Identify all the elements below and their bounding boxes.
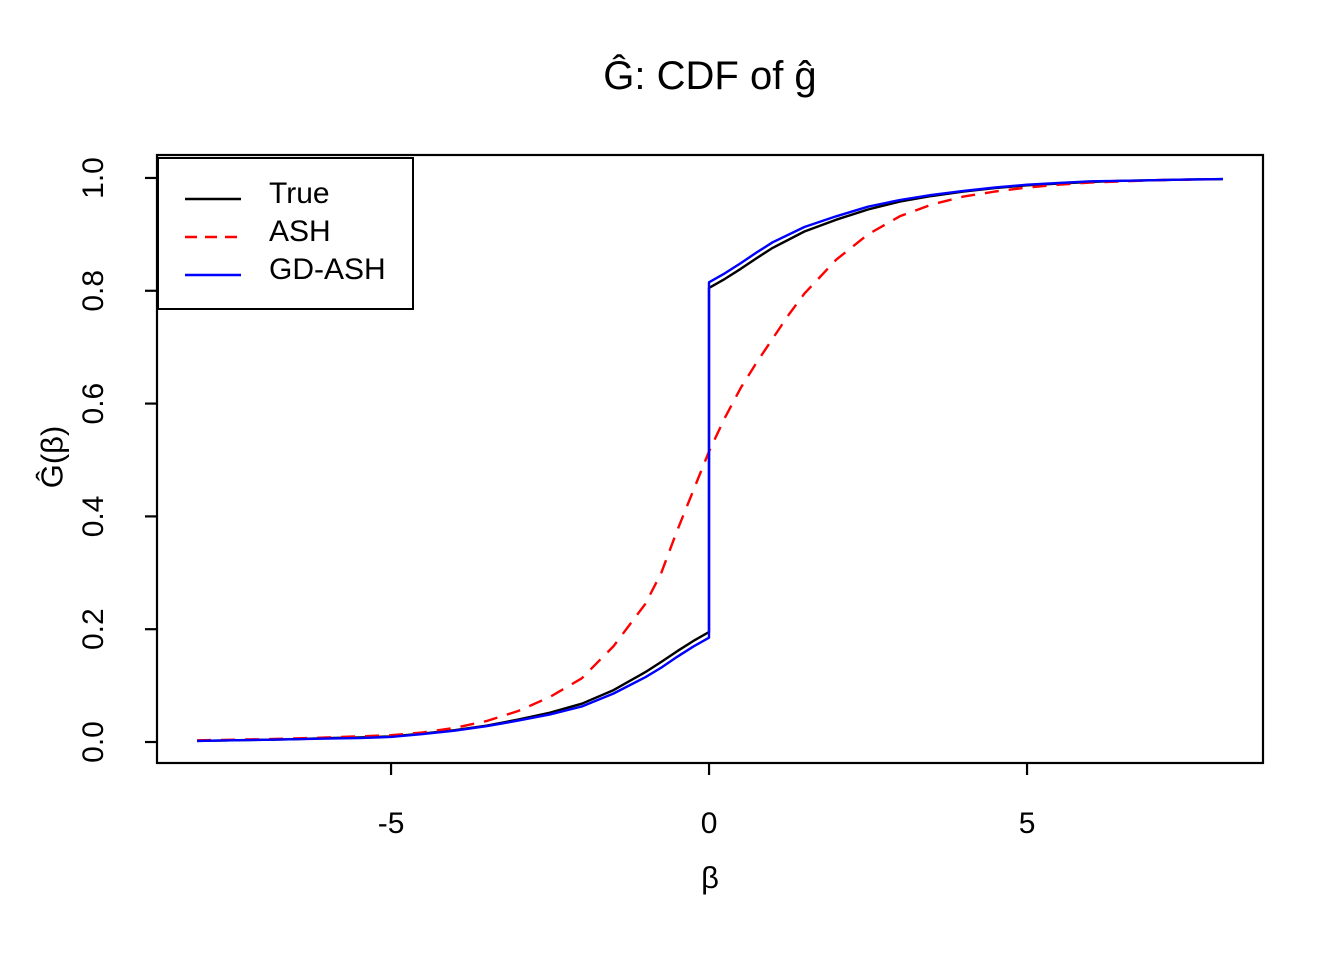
y-axis-label: Ĝ(β) [34,425,70,489]
y-tick-label: 0.4 [77,496,110,538]
x-tick-label: 5 [1019,807,1036,840]
x-tick-label: -5 [378,807,405,840]
x-axis-label: β [701,860,719,895]
legend-item-true: True [185,175,412,213]
y-tick-label: 0.2 [77,608,110,650]
legend-item-ash: ASH [185,213,412,251]
y-tick-label: 0.8 [77,270,110,312]
x-tick-label: 0 [701,807,718,840]
chart-title: Ĝ: CDF of ĝ [603,54,817,98]
legend-item-label: ASH [269,215,331,248]
legend: True ASH GD-ASH [157,157,414,310]
y-tick-label: 0.6 [77,383,110,425]
legend-line-sample-ash [185,228,241,239]
y-tick-label: 0.0 [77,721,110,763]
legend-item-label: True [269,177,330,210]
legend-item-gd-ash: GD-ASH [185,251,412,289]
series-line-ash [197,177,1223,742]
legend-line-sample-gd-ash [185,266,241,277]
y-tick-label: 1.0 [77,157,110,199]
legend-line-sample-true [185,190,241,201]
series-line-gd-ash [197,177,1223,743]
legend-item-label: GD-ASH [269,253,386,286]
